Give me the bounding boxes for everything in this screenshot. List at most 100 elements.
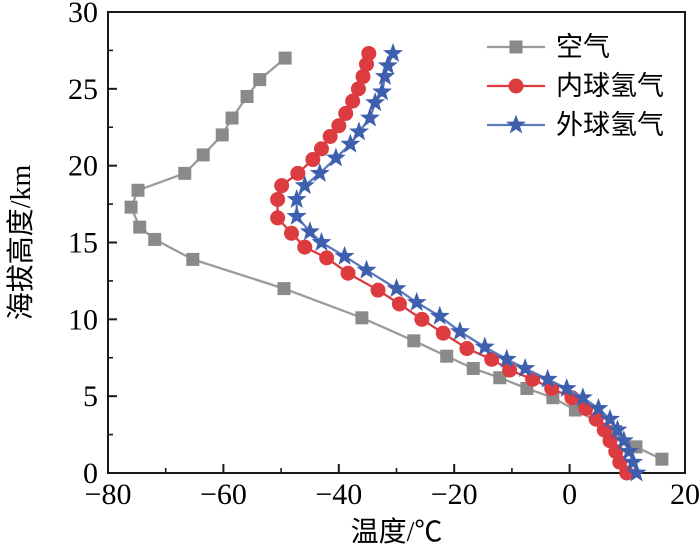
series-outer-hydrogen-point bbox=[613, 430, 634, 450]
series-air-point bbox=[196, 148, 210, 162]
series-inner-hydrogen-point bbox=[305, 152, 321, 168]
series-air-point bbox=[493, 371, 507, 385]
series-inner-hydrogen-point bbox=[319, 250, 335, 266]
series-outer-hydrogen-point bbox=[386, 278, 407, 298]
series-inner-hydrogen-point bbox=[355, 69, 371, 85]
series-outer-hydrogen-point bbox=[349, 121, 369, 141]
y-tick-label: 30 bbox=[68, 0, 98, 29]
series-air-point bbox=[124, 200, 138, 214]
legend-label-2: 外球氢气 bbox=[556, 110, 664, 140]
series-inner-hydrogen-point bbox=[459, 341, 475, 357]
series-inner-hydrogen-point bbox=[435, 325, 451, 341]
series-inner-hydrogen-point bbox=[270, 210, 286, 226]
series-inner-hydrogen-point bbox=[313, 141, 329, 157]
series-outer-hydrogen-point bbox=[619, 440, 640, 460]
series-inner-hydrogen-point bbox=[283, 225, 299, 241]
series-inner-hydrogen-point bbox=[391, 296, 407, 312]
series-air-point bbox=[253, 73, 267, 87]
series-outer-hydrogen-point bbox=[374, 66, 395, 86]
series-outer-hydrogen-point bbox=[383, 42, 404, 62]
x-tick-label: −80 bbox=[85, 478, 132, 511]
series-air-point bbox=[225, 111, 239, 125]
series-outer-hydrogen-point bbox=[372, 81, 393, 101]
series-inner-hydrogen-point bbox=[340, 265, 356, 281]
series-outer-hydrogen-point bbox=[356, 259, 377, 279]
series-outer-hydrogen-point bbox=[626, 462, 647, 482]
series-inner-hydrogen-point bbox=[588, 411, 604, 427]
series-air-point bbox=[215, 128, 229, 142]
series-inner-hydrogen-point bbox=[361, 45, 377, 61]
series-inner-hydrogen-point bbox=[370, 282, 386, 298]
series-air-point bbox=[655, 452, 669, 466]
series-air-point bbox=[407, 334, 421, 348]
series-outer-hydrogen-point bbox=[334, 245, 355, 265]
series-inner-hydrogen-point bbox=[345, 93, 361, 109]
series-air-point bbox=[131, 183, 145, 197]
series-inner-hydrogen-point bbox=[270, 191, 286, 207]
series-air-point bbox=[440, 349, 454, 363]
series-air-point bbox=[277, 282, 291, 296]
series-inner-hydrogen-point bbox=[619, 465, 635, 481]
legend-marker-0 bbox=[509, 40, 523, 54]
series-outer-hydrogen-point bbox=[600, 408, 620, 428]
y-tick-label: 15 bbox=[68, 227, 98, 260]
series-outer-hydrogen-point bbox=[607, 419, 628, 439]
series-air-point bbox=[355, 311, 369, 325]
series-outer-hydrogen-point bbox=[377, 55, 398, 75]
y-tick-label: 20 bbox=[68, 150, 98, 183]
x-tick-label: 0 bbox=[562, 478, 577, 511]
series-outer-hydrogen-point bbox=[623, 451, 644, 471]
series-outer-hydrogen-point bbox=[588, 397, 609, 417]
series-air-point bbox=[186, 252, 200, 266]
series-outer-hydrogen-point bbox=[406, 291, 427, 311]
x-tick-label: −40 bbox=[315, 478, 362, 511]
series-outer-hydrogen-point bbox=[286, 188, 307, 208]
y-tick-label: 10 bbox=[68, 303, 98, 336]
y-tick-label: 0 bbox=[83, 457, 98, 490]
x-tick-label: −20 bbox=[431, 478, 478, 511]
y-tick-label: 5 bbox=[83, 380, 98, 413]
series-outer-hydrogen-point bbox=[474, 336, 495, 356]
legend-label-0: 空气 bbox=[556, 32, 610, 62]
series-outer-hydrogen-point bbox=[359, 107, 380, 127]
series-outer-hydrogen-point bbox=[325, 147, 346, 167]
series-outer-hydrogen-point bbox=[572, 387, 593, 407]
series-outer-hydrogen-point bbox=[449, 321, 470, 341]
legend-label-1: 内球氢气 bbox=[556, 71, 664, 101]
series-inner-hydrogen-point bbox=[502, 362, 518, 378]
series-outer-hydrogen-point bbox=[537, 368, 558, 388]
series-inner-hydrogen-point bbox=[322, 128, 338, 144]
series-air-point bbox=[148, 232, 162, 246]
series-inner-hydrogen-point bbox=[350, 81, 366, 97]
series-inner-hydrogen-point bbox=[414, 311, 430, 327]
series-air-point bbox=[133, 220, 147, 234]
series-inner-hydrogen-point bbox=[544, 380, 560, 396]
series-inner-hydrogen-point bbox=[290, 165, 306, 181]
series-outer-hydrogen-point bbox=[309, 162, 330, 182]
series-outer-hydrogen-point bbox=[496, 348, 517, 368]
legend-marker-1 bbox=[508, 78, 524, 94]
series-inner-hydrogen-point bbox=[274, 178, 290, 194]
x-tick-label: 20 bbox=[670, 478, 700, 511]
series-outer-hydrogen-point bbox=[340, 133, 361, 153]
series-inner-hydrogen-point bbox=[331, 118, 347, 134]
series-inner-hydrogen-point bbox=[578, 400, 594, 416]
series-outer-hydrogen-point bbox=[429, 305, 450, 325]
series-outer-hydrogen-point bbox=[294, 175, 315, 195]
series-inner-hydrogen-point bbox=[338, 105, 354, 121]
series-outer-hydrogen-point bbox=[311, 232, 332, 251]
series-inner-hydrogen-point bbox=[484, 351, 500, 367]
series-air-point bbox=[240, 90, 254, 104]
series-air-point bbox=[278, 51, 292, 65]
series-outer-hydrogen-point bbox=[515, 358, 536, 377]
series-outer-hydrogen-point bbox=[286, 205, 307, 225]
x-tick-label: −60 bbox=[200, 478, 247, 511]
y-tick-label: 25 bbox=[68, 73, 98, 106]
series-inner-hydrogen-point bbox=[596, 422, 612, 438]
series-inner-hydrogen-point bbox=[297, 239, 313, 255]
x-axis-label: 温度/℃ bbox=[351, 516, 443, 548]
series-air-point bbox=[178, 166, 192, 180]
series-air-point bbox=[466, 362, 480, 376]
